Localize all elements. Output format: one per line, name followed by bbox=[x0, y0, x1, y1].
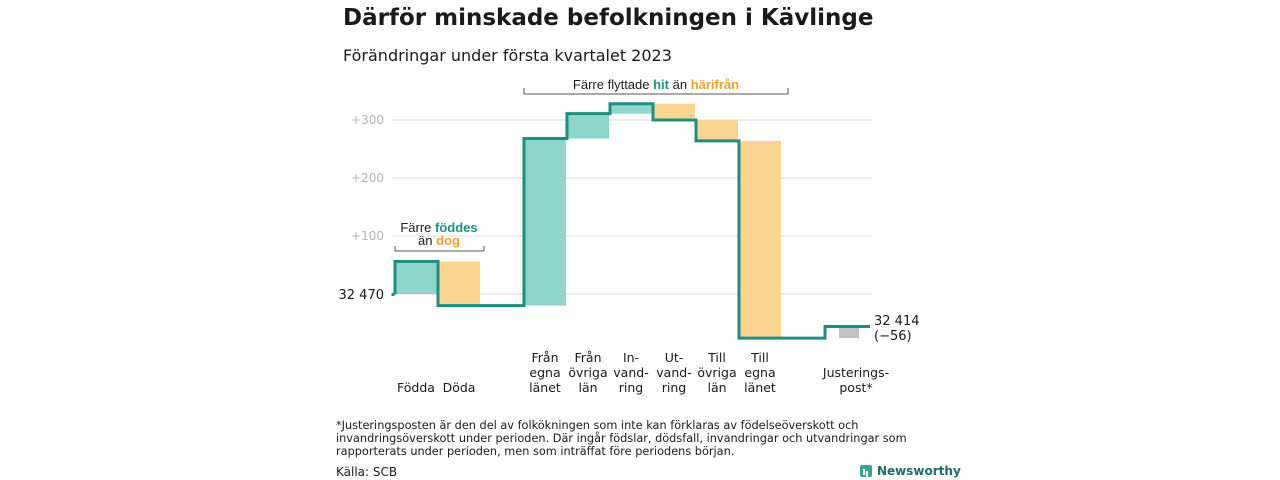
category-label-till_ovriga: övriga bbox=[697, 365, 736, 380]
category-label-till_egna: egna bbox=[744, 365, 775, 380]
bar-doda bbox=[438, 261, 480, 306]
category-label-till_egna: Till bbox=[750, 350, 769, 365]
category-label-invandring: vand- bbox=[613, 365, 648, 380]
y-tick-label: +200 bbox=[351, 171, 384, 185]
category-label-fran_ovriga: län bbox=[578, 380, 597, 395]
category-label-utvandring: vand- bbox=[656, 365, 691, 380]
category-label-justering: Justerings- bbox=[822, 365, 889, 380]
category-label-utvandring: ring bbox=[662, 380, 686, 395]
bracket-flytt bbox=[523, 88, 789, 95]
bar-till_egna bbox=[739, 140, 781, 339]
bar-invandring bbox=[610, 103, 652, 114]
category-label-till_ovriga: län bbox=[707, 380, 726, 395]
y-tick-label: +100 bbox=[351, 229, 384, 243]
annotation-fodda-doda: Färre föddes bbox=[400, 220, 477, 235]
step-line bbox=[393, 102, 870, 340]
category-label-fran_egna: egna bbox=[529, 365, 560, 380]
end-value-label: (−56) bbox=[874, 329, 912, 344]
annotation-fodda-doda: än dog bbox=[418, 233, 460, 248]
category-label-invandring: ring bbox=[619, 380, 643, 395]
category-label-till_ovriga: Till bbox=[707, 350, 726, 365]
brand-name: Newsworthy bbox=[877, 464, 961, 478]
bar-utvandring bbox=[653, 103, 695, 120]
category-label-justering: post* bbox=[839, 380, 872, 395]
category-label-fodda: Födda bbox=[397, 380, 435, 395]
brand-logo: Newsworthy bbox=[860, 464, 961, 478]
annotation-flytt: Färre flyttade hit än härifrån bbox=[573, 77, 739, 92]
category-label-doda: Döda bbox=[443, 380, 476, 395]
end-value-label: 32 414 bbox=[874, 314, 920, 329]
start-value-label: 32 470 bbox=[339, 288, 385, 303]
bar-till_ovriga bbox=[696, 120, 738, 141]
category-label-fran_egna: länet bbox=[529, 380, 561, 395]
footnote: *Justeringsposten är den del av folkökni… bbox=[336, 419, 907, 458]
source-credit: Källa: SCB bbox=[336, 465, 398, 479]
category-label-invandring: In- bbox=[623, 350, 639, 365]
category-label-fran_egna: Från bbox=[531, 350, 558, 365]
category-label-utvandring: Ut- bbox=[665, 350, 684, 365]
y-tick-label: +300 bbox=[351, 113, 384, 127]
bar-justering bbox=[839, 326, 859, 339]
chart-subtitle: Förändringar under första kvartalet 2023 bbox=[343, 46, 672, 65]
bar-fodda bbox=[395, 261, 437, 294]
newsworthy-icon bbox=[860, 465, 872, 477]
category-label-fran_ovriga: övriga bbox=[568, 365, 607, 380]
category-label-fran_ovriga: Från bbox=[574, 350, 601, 365]
category-label-till_egna: länet bbox=[744, 380, 776, 395]
bracket-fodda-doda bbox=[394, 246, 485, 252]
bar-fran_ovriga bbox=[567, 113, 609, 139]
bar-fran_egna bbox=[524, 138, 566, 306]
chart-title: Därför minskade befolkningen i Kävlinge bbox=[343, 5, 874, 31]
